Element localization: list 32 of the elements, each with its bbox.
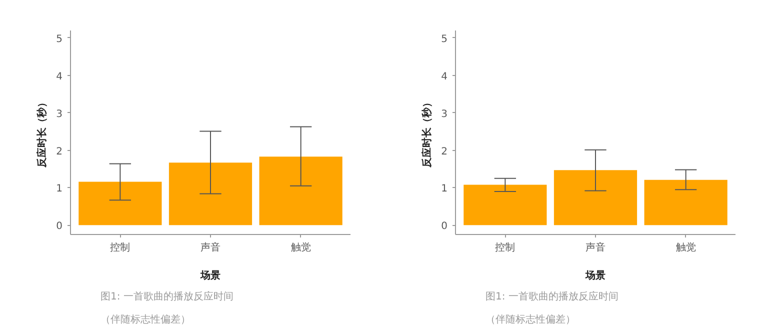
text: （伴随标志性偏差） — [100, 314, 190, 326]
x-axis-title: 场景 — [200, 270, 220, 282]
y-tick-label: 0 — [56, 221, 63, 232]
caption: 图1: 一首歌曲的播放反应时间 — [486, 290, 618, 302]
bar — [259, 156, 342, 226]
y-tick-label: 1 — [56, 184, 63, 195]
y-tick-label: 4 — [56, 71, 63, 82]
bar — [168, 162, 252, 226]
x-tick-label: 触觉 — [676, 242, 696, 254]
y-tick-label: 0 — [441, 221, 448, 232]
bar — [78, 182, 162, 226]
y-tick-label: 3 — [56, 108, 63, 120]
y-tick-label: 5 — [56, 34, 63, 45]
y-tick-label: 2 — [441, 146, 448, 158]
y-tick-label: 2 — [56, 146, 63, 158]
x-tick-label: 控制 — [110, 242, 130, 254]
x-tick-label: 触觉 — [290, 242, 311, 254]
y-tick-label: 4 — [441, 71, 448, 82]
y-axis-title: 反应时长（秒） — [36, 98, 48, 168]
text: （伴随标志性偏差） — [486, 314, 576, 326]
y-axis-title: 反应时长（秒） — [421, 98, 434, 168]
x-axis-title: 场景 — [584, 270, 606, 282]
bar — [554, 170, 638, 226]
x-tick-label: 声音 — [200, 242, 220, 254]
bar — [464, 184, 547, 226]
y-tick-label: 5 — [441, 34, 448, 45]
y-tick-label: 3 — [441, 108, 448, 120]
bar — [644, 180, 728, 226]
caption: 图1: 一首歌曲的播放反应时间 — [100, 290, 234, 302]
x-tick-label: 声音 — [586, 242, 606, 254]
y-tick-label: 1 — [441, 184, 448, 195]
x-tick-label: 控制 — [495, 242, 516, 254]
